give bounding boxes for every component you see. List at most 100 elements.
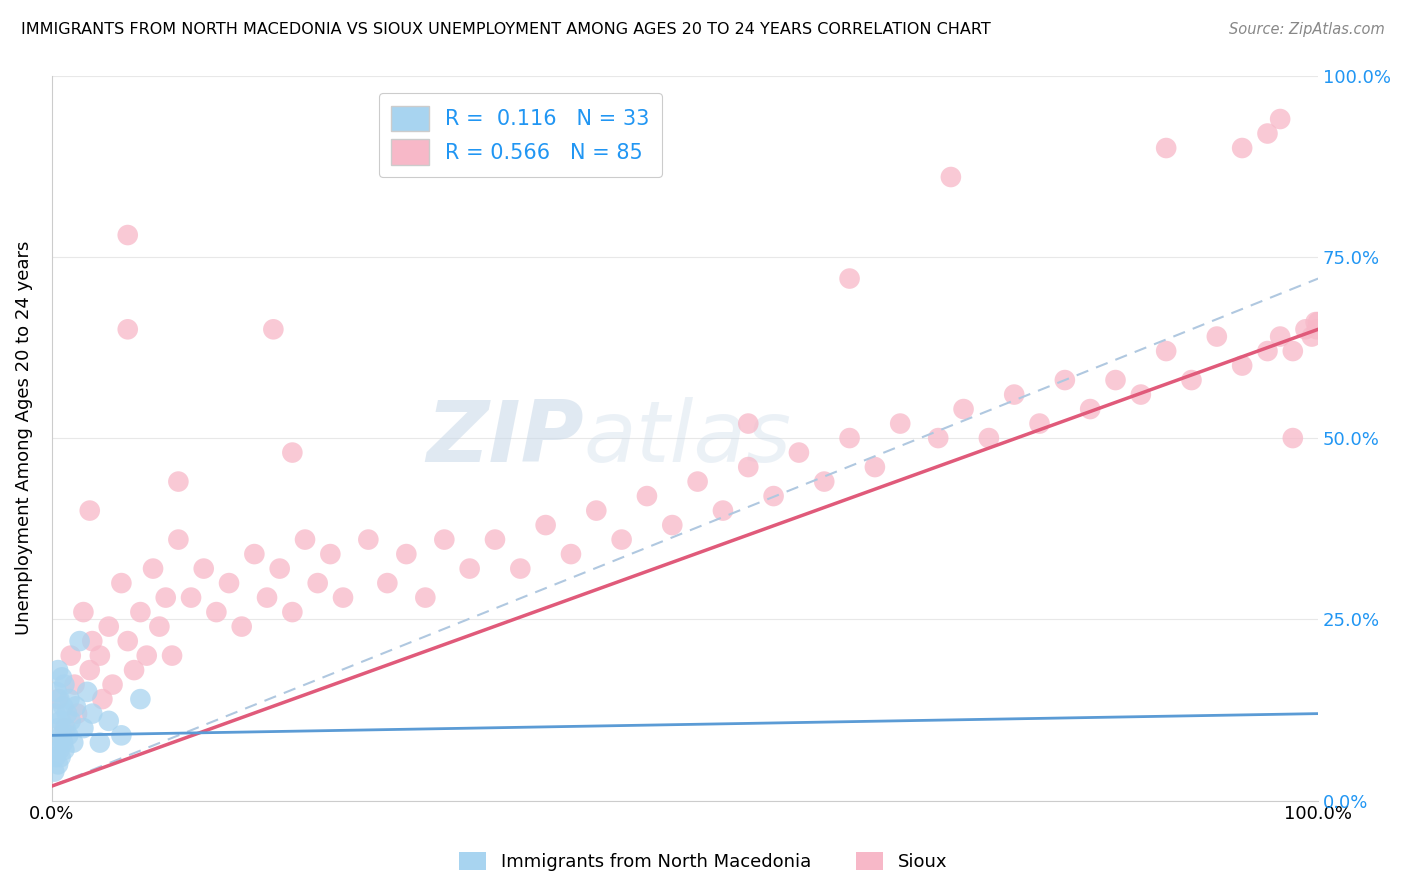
Point [122,663,145,677]
Point [762,489,785,503]
Point [91,692,114,706]
Point [269,561,291,575]
Point [117,227,139,242]
Point [1308,315,1330,329]
Point [262,322,284,336]
Point [117,634,139,648]
Point [45,736,67,750]
Point [53,743,76,757]
Point [129,692,152,706]
Point [1205,329,1227,343]
Point [52,736,75,750]
Point [319,547,342,561]
Point [79,663,101,677]
Point [56,706,79,721]
Point [243,547,266,561]
Point [1268,112,1291,126]
Point [1256,127,1278,141]
Point [484,533,506,547]
Point [534,518,557,533]
Point [58,728,80,742]
Point [59,714,82,728]
Point [46,721,69,735]
Point [76,685,98,699]
Point [53,677,76,691]
Point [51,728,73,742]
Point [101,677,124,691]
Point [79,503,101,517]
Point [889,417,911,431]
Point [610,533,633,547]
Point [838,271,860,285]
Point [117,322,139,336]
Point [1230,359,1253,373]
Point [1002,387,1025,401]
Point [952,402,974,417]
Legend: Immigrants from North Macedonia, Sioux: Immigrants from North Macedonia, Sioux [451,845,955,879]
Point [1295,322,1317,336]
Point [45,706,67,721]
Text: ZIP: ZIP [426,397,583,480]
Point [1104,373,1126,387]
Point [737,417,759,431]
Point [458,561,481,575]
Point [560,547,582,561]
Point [1129,387,1152,401]
Point [58,692,80,706]
Y-axis label: Unemployment Among Ages 20 to 24 years: Unemployment Among Ages 20 to 24 years [15,241,32,635]
Point [49,714,72,728]
Point [1306,322,1329,336]
Point [53,721,76,735]
Text: Source: ZipAtlas.com: Source: ZipAtlas.com [1229,22,1385,37]
Point [55,721,77,735]
Point [737,460,759,475]
Point [46,692,69,706]
Point [661,518,683,533]
Point [1256,344,1278,359]
Point [281,605,304,619]
Point [46,757,69,772]
Point [72,721,94,735]
Point [375,576,398,591]
Point [332,591,354,605]
Point [294,533,316,547]
Point [69,634,91,648]
Point [89,736,111,750]
Point [82,634,104,648]
Point [231,619,253,633]
Point [1281,431,1303,445]
Point [1078,402,1101,417]
Point [135,648,157,663]
Point [1268,329,1291,343]
Point [927,431,949,445]
Point [48,692,70,706]
Point [636,489,658,503]
Point [415,591,437,605]
Point [256,591,278,605]
Point [1053,373,1076,387]
Point [155,591,177,605]
Point [45,685,67,699]
Point [1301,329,1323,343]
Point [813,475,835,489]
Text: atlas: atlas [583,397,792,480]
Point [395,547,418,561]
Point [838,431,860,445]
Point [585,503,607,517]
Point [509,561,531,575]
Point [72,605,94,619]
Point [977,431,1000,445]
Point [129,605,152,619]
Point [307,576,329,591]
Point [180,591,202,605]
Point [48,743,70,757]
Point [62,736,84,750]
Point [281,445,304,459]
Point [787,445,810,459]
Point [59,648,82,663]
Point [1305,315,1327,329]
Point [433,533,456,547]
Point [110,728,132,742]
Point [205,605,228,619]
Point [863,460,886,475]
